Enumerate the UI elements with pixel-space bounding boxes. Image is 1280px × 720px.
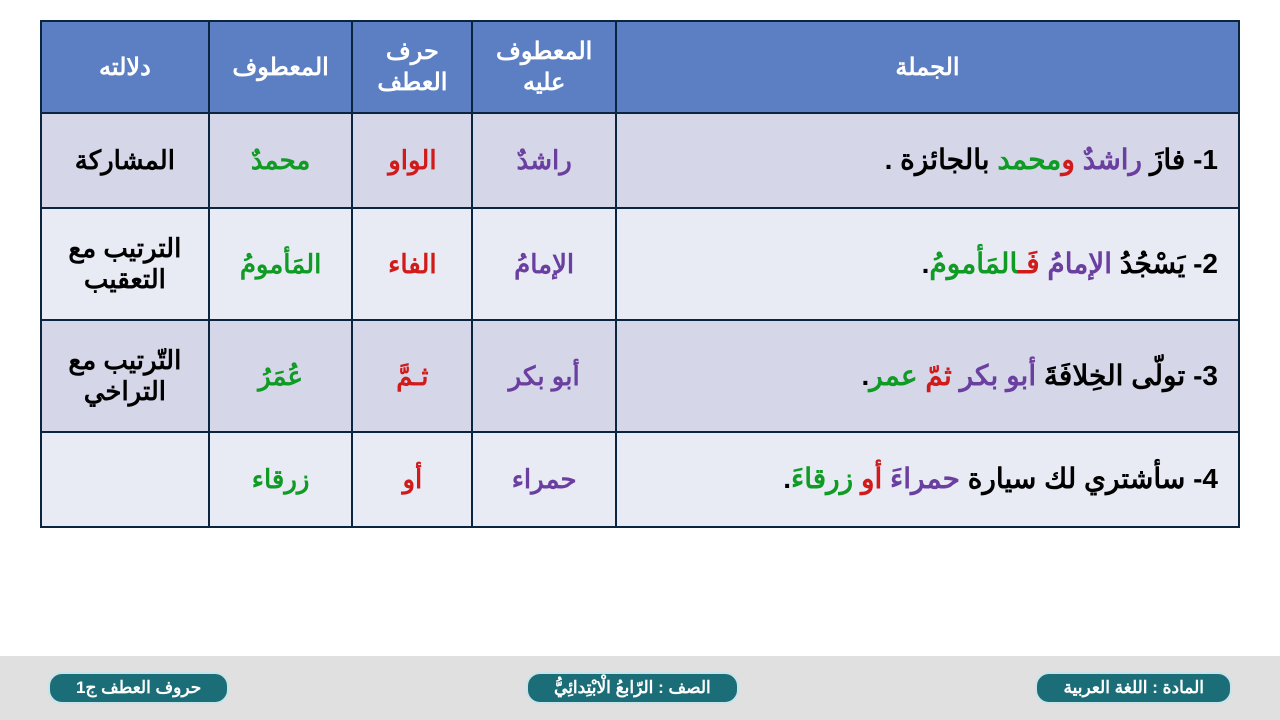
cell-sentence: 2- يَسْجُدُ الإمامُ فَـالمَأمومُ. bbox=[616, 208, 1239, 320]
sentence-segment: عمر bbox=[869, 360, 917, 391]
sentence-segment: المَأمومُ bbox=[929, 248, 1018, 279]
sentence-segment: 2- يَسْجُدُ bbox=[1112, 248, 1218, 279]
footer-bar: المادة : اللغة العربية الصف : الرّابعُ ا… bbox=[0, 656, 1280, 720]
sentence-segment: بالجائزة . bbox=[885, 144, 990, 175]
table-row: 2- يَسْجُدُ الإمامُ فَـالمَأمومُ.الإمامُ… bbox=[41, 208, 1239, 320]
sentence-segment: الإمامُ bbox=[1040, 248, 1112, 279]
cell-harf: الفاء bbox=[352, 208, 472, 320]
cell-matoof: عُمَرُ bbox=[209, 320, 353, 432]
cell-meaning: التّرتيب مع التراخي bbox=[41, 320, 209, 432]
cell-upon: حمراء bbox=[472, 432, 616, 527]
table-body: 1- فازَ راشدٌ ومحمد بالجائزة .راشدٌالواو… bbox=[41, 113, 1239, 527]
sentence-segment: و bbox=[1061, 144, 1075, 175]
header-upon: المعطوف عليه bbox=[472, 21, 616, 113]
sentence-segment: فَـ bbox=[1018, 248, 1040, 279]
sentence-segment: . bbox=[783, 463, 791, 494]
cell-matoof: زرقاء bbox=[209, 432, 353, 527]
cell-upon: راشدٌ bbox=[472, 113, 616, 208]
cell-matoof: المَأمومُ bbox=[209, 208, 353, 320]
sentence-segment: أو bbox=[853, 463, 882, 494]
header-harf: حرف العطف bbox=[352, 21, 472, 113]
cell-harf: الواو bbox=[352, 113, 472, 208]
cell-matoof: محمدٌ bbox=[209, 113, 353, 208]
sentence-segment: 4- سأشتري لك سيارة bbox=[960, 463, 1218, 494]
grammar-table: الجملة المعطوف عليه حرف العطف المعطوف دل… bbox=[40, 20, 1240, 528]
cell-harf: أو bbox=[352, 432, 472, 527]
grammar-table-container: الجملة المعطوف عليه حرف العطف المعطوف دل… bbox=[0, 0, 1280, 528]
cell-meaning: المشاركة bbox=[41, 113, 209, 208]
sentence-segment: ثمّ bbox=[918, 360, 952, 391]
header-sentence: الجملة bbox=[616, 21, 1239, 113]
sentence-segment: 3- تولّى الخِلافَةَ bbox=[1036, 360, 1218, 391]
sentence-segment: راشدٌ bbox=[1075, 144, 1142, 175]
pill-grade: الصف : الرّابعُ الْابْتِدائِيُّ bbox=[526, 672, 739, 704]
cell-sentence: 4- سأشتري لك سيارة حمراءَ أو زرقاءَ. bbox=[616, 432, 1239, 527]
sentence-segment: زرقاءَ bbox=[791, 463, 853, 494]
sentence-segment: أبو بكر bbox=[952, 360, 1036, 391]
cell-upon: أبو بكر bbox=[472, 320, 616, 432]
header-meaning: دلالته bbox=[41, 21, 209, 113]
table-row: 4- سأشتري لك سيارة حمراءَ أو زرقاءَ.حمرا… bbox=[41, 432, 1239, 527]
cell-meaning bbox=[41, 432, 209, 527]
sentence-segment: 1- فازَ bbox=[1142, 144, 1218, 175]
header-matoof: المعطوف bbox=[209, 21, 353, 113]
sentence-segment: محمد bbox=[990, 144, 1062, 175]
pill-lesson: حروف العطف ج1 bbox=[48, 672, 229, 704]
cell-sentence: 1- فازَ راشدٌ ومحمد بالجائزة . bbox=[616, 113, 1239, 208]
header-row: الجملة المعطوف عليه حرف العطف المعطوف دل… bbox=[41, 21, 1239, 113]
cell-harf: ثـمَّ bbox=[352, 320, 472, 432]
cell-meaning: الترتيب مع التعقيب bbox=[41, 208, 209, 320]
cell-upon: الإمامُ bbox=[472, 208, 616, 320]
cell-sentence: 3- تولّى الخِلافَةَ أبو بكر ثمّ عمر. bbox=[616, 320, 1239, 432]
pill-subject: المادة : اللغة العربية bbox=[1035, 672, 1232, 704]
table-row: 1- فازَ راشدٌ ومحمد بالجائزة .راشدٌالواو… bbox=[41, 113, 1239, 208]
sentence-segment: حمراءَ bbox=[882, 463, 960, 494]
table-row: 3- تولّى الخِلافَةَ أبو بكر ثمّ عمر.أبو … bbox=[41, 320, 1239, 432]
